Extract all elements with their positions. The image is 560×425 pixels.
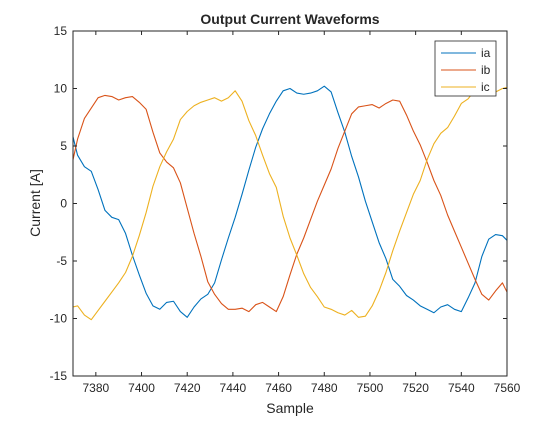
x-tick-label: 7380 (82, 381, 109, 395)
y-tick-label: -15 (50, 369, 68, 383)
series-line-ia (73, 85, 507, 318)
y-tick-label: 10 (54, 82, 68, 96)
y-tick-label: -5 (56, 254, 67, 268)
x-tick-label: 7520 (402, 381, 429, 395)
y-tick-label: 5 (60, 139, 67, 153)
x-tick-label: 7500 (357, 381, 384, 395)
x-tick-label: 7440 (220, 381, 247, 395)
legend-label-ia: ia (481, 46, 491, 60)
series-line-ic (73, 86, 507, 321)
y-axis-label: Current [A] (27, 169, 43, 237)
x-tick-label: 7540 (448, 381, 475, 395)
y-tick-label: 0 (60, 197, 67, 211)
legend-label-ib: ib (481, 63, 491, 77)
chart-title: Output Current Waveforms (200, 11, 379, 27)
legend: ia ib ic (434, 40, 497, 97)
x-tick-label: 7420 (174, 381, 201, 395)
series-line-ib (73, 94, 507, 313)
x-tick-label: 7480 (311, 381, 338, 395)
series-layer (73, 85, 507, 321)
y-tick-label: -10 (50, 312, 68, 326)
x-tick-label: 7400 (128, 381, 155, 395)
axes-box (72, 30, 508, 377)
axis-ticks: 7380 7400 7420 7440 7460 7480 7500 7520 7540 7560… (50, 24, 521, 395)
x-axis-label: Sample (266, 400, 314, 416)
legend-label-ic: ic (481, 80, 490, 94)
x-tick-label: 7560 (494, 381, 521, 395)
x-tick-label: 7460 (265, 381, 292, 395)
y-tick-label: 15 (54, 24, 68, 38)
